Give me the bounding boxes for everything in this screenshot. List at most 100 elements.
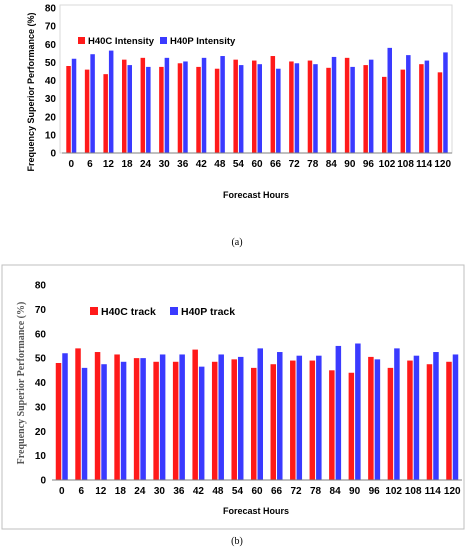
x-tick-label: 48 — [212, 486, 224, 497]
y-tick-label: 0 — [50, 149, 56, 160]
bar-h40c-90h — [344, 57, 350, 153]
x-tick-label: 12 — [103, 159, 115, 170]
bar-h40p-120h — [452, 354, 459, 480]
x-tick-label: 42 — [196, 159, 208, 170]
bar-h40p-66h — [276, 68, 281, 153]
bar-h40p-72h — [294, 63, 300, 153]
chart-b-frame — [1, 264, 465, 530]
x-tick-label: 72 — [289, 159, 301, 170]
x-tick-label: 108 — [397, 159, 414, 170]
x-tick-label: 72 — [290, 486, 302, 497]
bar-h40c-24h — [140, 57, 146, 153]
bar-h40c-120h — [446, 361, 452, 480]
bar-h40p-12h — [108, 50, 114, 153]
y-tick-label: 40 — [45, 76, 57, 87]
bar-h40c-114h — [419, 64, 424, 153]
x-tick-label: 96 — [363, 159, 375, 170]
bar-h40c-96h — [363, 65, 368, 153]
legend-swatch-h40c-track — [90, 307, 98, 315]
chart-a-x-label: Forecast Hours — [223, 190, 289, 200]
bar-h40c-54h — [233, 59, 238, 153]
bar-h40c-78h — [309, 360, 316, 480]
y-tick-label: 80 — [45, 4, 57, 15]
x-tick-label: 90 — [344, 159, 356, 170]
bar-h40p-36h — [179, 354, 185, 480]
bar-h40p-48h — [220, 56, 225, 153]
bar-h40p-60h — [257, 64, 262, 153]
x-tick-label: 30 — [154, 486, 166, 497]
bar-h40c-30h — [153, 361, 159, 480]
y-tick-label: 30 — [45, 94, 57, 105]
bar-h40p-84h — [335, 345, 342, 480]
bar-h40c-54h — [231, 359, 237, 480]
y-tick-label: 30 — [35, 402, 47, 413]
chart-a: 0 10 20 30 40 50 60 70 80 0 6 12 18 24 30 36 42 48 54 60 66… — [26, 4, 453, 248]
bar-h40c-30h — [159, 66, 164, 153]
bar-h40c-60h — [252, 60, 257, 153]
bar-h40c-18h — [122, 59, 127, 153]
bar-h40p-102h — [387, 47, 392, 153]
bar-h40c-42h — [196, 66, 201, 153]
bar-h40c-96h — [368, 356, 374, 480]
x-tick-label: 102 — [385, 486, 402, 497]
x-tick-label: 36 — [173, 486, 185, 497]
bar-h40p-120h — [443, 52, 448, 153]
bar-h40c-66h — [270, 364, 277, 480]
x-tick-label: 120 — [444, 486, 461, 497]
x-tick-label: 54 — [232, 486, 244, 497]
bar-h40p-18h — [127, 65, 132, 153]
bar-h40p-42h — [198, 366, 205, 480]
bar-h40p-6h — [81, 367, 88, 480]
bar-h40p-0h — [71, 58, 77, 153]
chart-b-legend: H40C track H40P track — [90, 306, 235, 318]
bar-h40c-42h — [192, 349, 198, 480]
bar-h40p-36h — [183, 61, 188, 153]
y-tick-label: 50 — [45, 58, 57, 69]
x-tick-label: 6 — [79, 486, 85, 497]
bar-h40c-6h — [84, 69, 90, 153]
bar-h40c-90h — [348, 372, 355, 480]
bar-h40c-36h — [177, 63, 183, 153]
bar-h40p-54h — [237, 356, 244, 480]
x-tick-label: 114 — [425, 486, 442, 497]
x-tick-label: 24 — [140, 159, 152, 170]
y-tick-label: 70 — [45, 22, 57, 33]
legend-swatch-h40c-intensity — [78, 37, 85, 44]
y-tick-label: 20 — [45, 112, 57, 123]
x-tick-label: 66 — [271, 486, 283, 497]
x-tick-label: 60 — [251, 159, 263, 170]
y-tick-label: 40 — [35, 378, 47, 389]
x-tick-label: 18 — [115, 486, 127, 497]
y-tick-label: 50 — [35, 354, 47, 365]
bar-h40c-24h — [133, 358, 140, 480]
bar-h40c-12h — [94, 352, 101, 480]
x-tick-label: 6 — [87, 159, 93, 170]
bar-h40c-72h — [289, 61, 294, 153]
bar-h40c-108h — [400, 69, 406, 153]
y-tick-label: 60 — [45, 40, 57, 51]
x-tick-label: 0 — [69, 159, 75, 170]
bar-h40c-60h — [251, 367, 257, 480]
bar-h40p-48h — [218, 354, 224, 480]
chart-a-y-label: Frequency Superior Performance (%) — [26, 12, 36, 171]
x-tick-label: 24 — [134, 486, 146, 497]
bar-h40c-84h — [329, 370, 335, 480]
bar-h40p-30h — [159, 354, 166, 480]
legend-label-h40c-intensity: H40C Intensity — [88, 36, 155, 47]
bar-h40p-6h — [90, 54, 95, 153]
bar-h40p-108h — [413, 355, 420, 480]
bar-h40p-60h — [257, 348, 263, 480]
bar-h40p-72h — [296, 355, 303, 480]
x-tick-label: 42 — [193, 486, 205, 497]
x-tick-label: 84 — [326, 159, 338, 170]
bar-h40c-0h — [55, 363, 62, 480]
bar-h40c-18h — [114, 354, 120, 480]
y-tick-label: 60 — [35, 329, 47, 340]
chart-b-x-label: Forecast Hours — [223, 506, 289, 516]
bar-h40p-84h — [331, 56, 337, 153]
x-tick-label: 78 — [310, 486, 322, 497]
x-tick-label: 90 — [349, 486, 361, 497]
y-tick-label: 10 — [35, 451, 47, 462]
bar-h40c-114h — [426, 364, 433, 480]
